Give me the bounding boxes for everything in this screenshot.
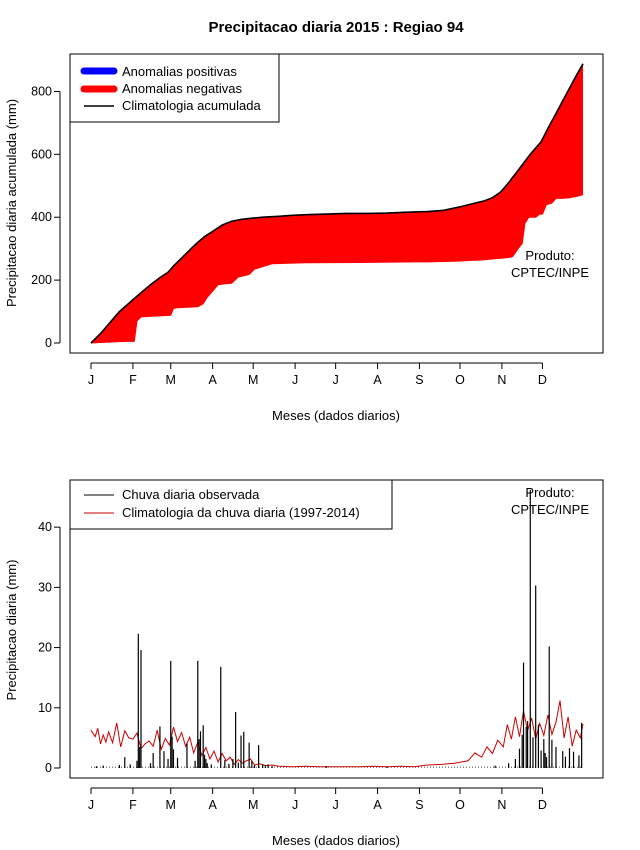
daily-y-tick-label: 20 [38,641,52,655]
accumulated-chart: J F M A M J J A S O N D 0 200 400 600 800 Meses (dados d… [4,53,604,423]
legend-label-climatology: Climatologia acumulada [122,98,262,113]
accumulated-y-tick-label: 400 [31,210,52,224]
daily-x-tick-label: J [88,798,94,812]
accumulated-y-tick-label: 800 [31,84,52,98]
daily-x-tick-label: J [333,798,339,812]
chart-title: Precipitacao diaria 2015 : Regiao 94 [208,19,464,36]
accumulated-x-tick-label: N [497,373,506,387]
daily-x-axis-label: Meses (dados diarios) [272,833,400,848]
daily-x-tick-label: J [292,798,298,812]
accumulated-x-tick-label: O [455,373,465,387]
daily-x-tick-label: A [373,798,382,812]
accumulated-axis-ticks: J F M A M J J A S O N D 0 200 400 600 800 [31,53,604,387]
daily-x-tick-label: O [455,798,465,812]
accumulated-y-tick-label: 200 [31,273,52,287]
daily-product-label-line2: CPTEC/INPE [511,502,589,517]
daily-x-tick-label: F [129,798,137,812]
accumulated-x-tick-label: J [88,373,94,387]
accumulated-x-tick-label: A [208,373,217,387]
daily-y-tick-label: 30 [38,580,52,594]
accumulated-x-tick-label: J [333,373,339,387]
legend-label-negative: Anomalias negativas [122,81,242,96]
accumulated-legend: Anomalias positivas Anomalias negativas … [69,53,280,123]
accumulated-x-tick-label: J [292,373,298,387]
daily-x-tick-label: S [415,798,423,812]
accumulated-x-tick-label: D [538,373,547,387]
accumulated-x-tick-label: M [166,373,176,387]
legend-label-positive: Anomalias positivas [122,64,237,79]
legend-label-clim-daily: Climatologia da chuva diaria (1997-2014) [122,505,360,520]
accumulated-product-label-line1: Produto: [525,248,574,263]
climatology-accumulated-line [90,63,584,344]
daily-x-tick-label: N [497,798,506,812]
daily-x-tick-label: M [248,798,258,812]
accumulated-plot-area [90,63,584,344]
daily-x-tick-label: D [538,798,547,812]
daily-y-tick-label: 40 [38,520,52,534]
daily-y-tick-label: 0 [45,761,52,775]
accumulated-y-axis-label: Precipitacao diaria acumulada (mm) [4,99,19,307]
accumulated-x-tick-label: F [129,373,137,387]
daily-legend: Chuva diaria observada Climatologia da c… [69,479,393,530]
daily-y-axis-label: Precipitacao diaria (mm) [4,560,19,701]
accumulated-plot-frame [69,53,604,354]
accumulated-x-axis-label: Meses (dados diarios) [272,408,400,423]
observed-accumulated-line [90,194,584,344]
daily-axis-ticks: J F M A M J J A S O N D 0 10 20 30 40 [38,479,604,812]
daily-x-tick-label: M [166,798,176,812]
daily-legend-box [69,479,393,530]
daily-x-tick-label: A [208,798,217,812]
negative-anomaly-area [91,63,583,344]
accumulated-x-tick-label: S [415,373,423,387]
accumulated-y-tick-label: 0 [45,336,52,350]
daily-y-tick-label: 10 [38,701,52,715]
accumulated-legend-box [69,53,280,123]
accumulated-product-label-line2: CPTEC/INPE [511,265,589,280]
accumulated-x-tick-label: M [248,373,258,387]
climatology-daily-line [90,700,584,768]
daily-product-label-line1: Produto: [525,485,574,500]
daily-chart: J F M A M J J A S O N D 0 10 20 30 40 Meses (dados diari… [4,479,604,848]
legend-label-observed: Chuva diaria observada [122,487,260,502]
accumulated-x-tick-label: A [373,373,382,387]
daily-plot-area [90,489,584,768]
accumulated-y-tick-label: 600 [31,147,52,161]
